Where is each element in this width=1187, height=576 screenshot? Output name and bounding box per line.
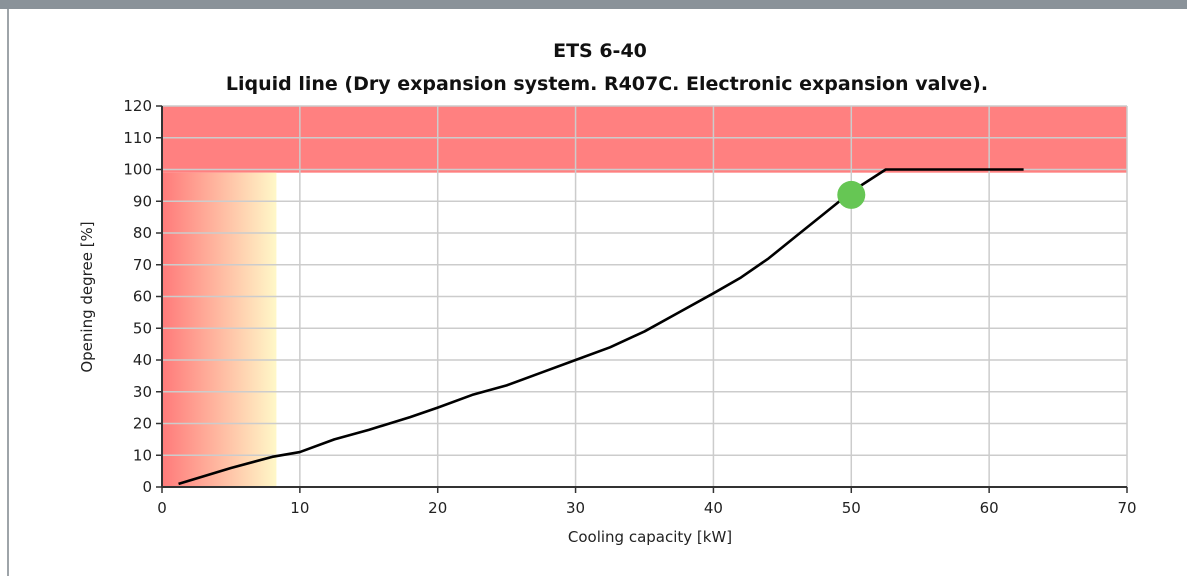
y-tick-label: 90: [133, 192, 152, 210]
x-tick-label: 10: [290, 499, 309, 517]
y-tick-label: 20: [133, 415, 152, 433]
chart-subtitle: Liquid line (Dry expansion system. R407C…: [226, 73, 988, 95]
x-axis-label: Cooling capacity [kW]: [568, 528, 732, 546]
y-tick-label: 40: [133, 351, 152, 369]
opening-degree-line: [178, 168, 1024, 486]
y-tick-label: 110: [123, 129, 152, 147]
x-tick-label: 20: [428, 499, 447, 517]
x-tick-label: 30: [566, 499, 585, 517]
y-tick-label: 60: [133, 288, 152, 306]
y-axis-label: Opening degree [%]: [78, 221, 96, 372]
y-tick-label: 50: [133, 319, 152, 337]
chart-title: ETS 6-40: [553, 40, 647, 62]
y-tick-label: 100: [123, 161, 152, 179]
plot-area: 0 10 20 30 40 50 60 70 80 90 100 110 120 0 10 20 30 40 50 6…: [123, 97, 1136, 517]
x-tick-label: 50: [842, 499, 861, 517]
x-tick-label: 0: [157, 499, 167, 517]
y-tick-label: 80: [133, 224, 152, 242]
operating-point-marker: [837, 180, 866, 209]
window-top-bar: [0, 0, 1187, 9]
y-tick-label: 120: [123, 97, 152, 115]
y-tick-label: 30: [133, 383, 152, 401]
x-tick-label: 60: [980, 499, 999, 517]
y-tick-label: 10: [133, 446, 152, 464]
x-tick-label: 40: [704, 499, 723, 517]
y-tick-label: 70: [133, 256, 152, 274]
high-opening-zone: [162, 106, 1127, 173]
y-tick-label: 0: [142, 478, 152, 496]
low-capacity-zone: [162, 172, 277, 488]
x-tick-label: 70: [1117, 499, 1136, 517]
window-left-border: [7, 9, 9, 576]
